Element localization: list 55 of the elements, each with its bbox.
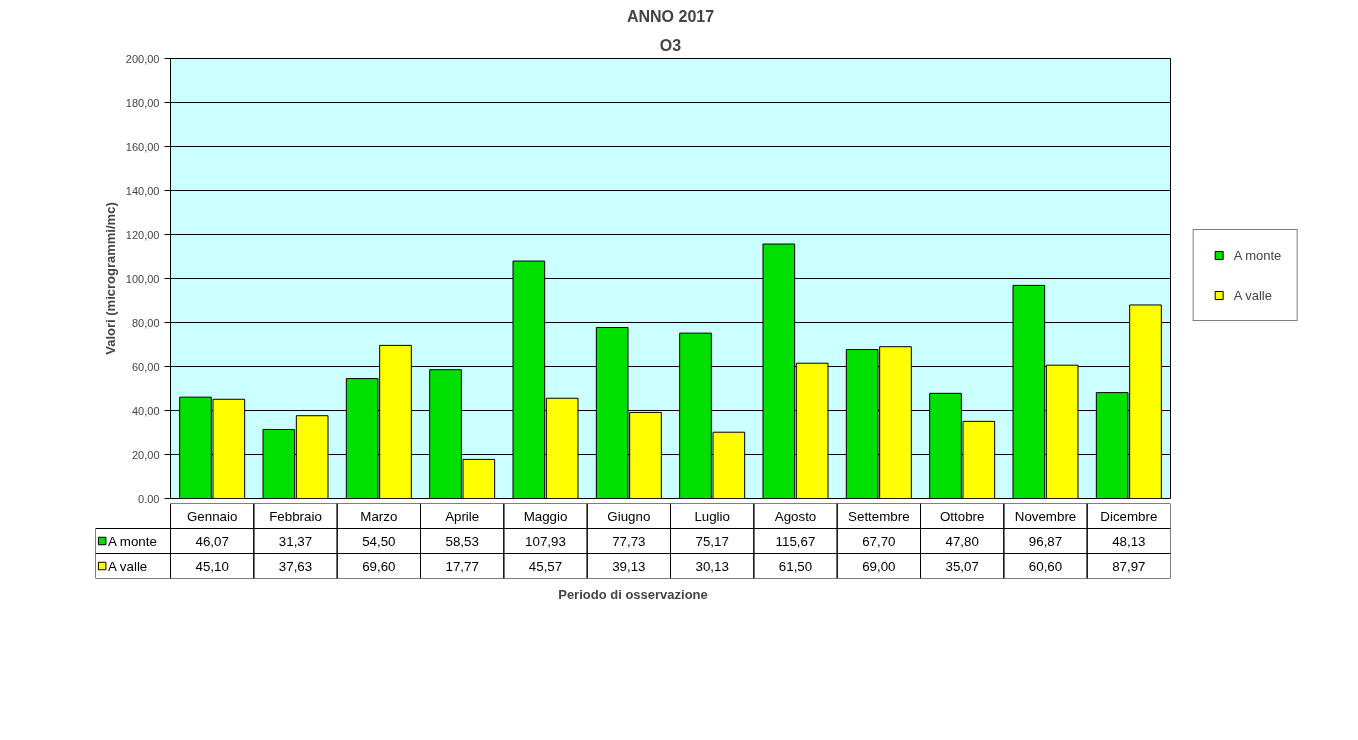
data-label: 96,87 xyxy=(1028,533,1063,549)
data-label: 61,50 xyxy=(778,558,813,574)
x-tick-label: Aprile xyxy=(445,508,480,524)
data-label: 46,07 xyxy=(195,533,229,549)
x-tick-label: Novembre xyxy=(1014,508,1077,524)
y-axis-title: Valori (microgrammi/mc) xyxy=(102,202,118,355)
y-tick-label: 80,00 xyxy=(131,316,160,329)
x-tick-label: Maggio xyxy=(523,508,568,524)
data-label: 77,73 xyxy=(612,533,646,549)
chart-subtitle: O3 xyxy=(659,36,682,54)
x-tick-label: Marzo xyxy=(360,508,398,524)
y-tick-label: 40,00 xyxy=(131,404,160,417)
x-axis-title: Periodo di osservazione xyxy=(558,586,708,602)
legend-label: A valle xyxy=(1233,287,1272,303)
data-label: 17,77 xyxy=(445,558,479,574)
text: A monte xyxy=(1233,247,1282,263)
y-tick-label: 60,00 xyxy=(131,360,160,373)
y-tick-label: 180,00 xyxy=(125,96,160,109)
x-tick-label: Febbraio xyxy=(269,508,322,524)
data-label: 30,13 xyxy=(695,558,729,574)
data-label: 75,17 xyxy=(695,533,729,549)
x-tick-label: Luglio xyxy=(694,508,730,524)
data-label: 54,50 xyxy=(362,533,396,549)
data-label: 67,70 xyxy=(862,533,896,549)
data-label: 60,60 xyxy=(1028,558,1063,574)
y-tick-label: 0,00 xyxy=(138,492,160,505)
y-tick-label: 120,00 xyxy=(125,228,160,241)
data-label: 45,10 xyxy=(195,558,229,574)
x-tick-label: Ottobre xyxy=(939,508,985,524)
y-tick-label: 100,00 xyxy=(125,272,160,285)
x-tick-label: Giugno xyxy=(607,508,651,524)
legend-label: A monte xyxy=(108,533,157,549)
data-label: 45,57 xyxy=(528,558,563,574)
data-label: 115,67 xyxy=(775,533,816,549)
data-label: 48,13 xyxy=(1112,533,1146,549)
data-label: 47,80 xyxy=(945,533,979,549)
data-label: 35,07 xyxy=(945,558,979,574)
data-label: 37,63 xyxy=(278,558,313,574)
data-label: 107,93 xyxy=(525,533,566,549)
data-label: 87,97 xyxy=(1112,558,1146,574)
data-label: 58,53 xyxy=(445,533,479,549)
data-label: 69,60 xyxy=(362,558,396,574)
y-tick-label: 160,00 xyxy=(125,140,160,153)
y-tick-label: 140,00 xyxy=(125,184,160,197)
data-label: 69,00 xyxy=(862,558,896,574)
x-tick-label: Agosto xyxy=(774,508,817,524)
text: A valle xyxy=(108,558,148,574)
y-tick-label: 200,00 xyxy=(125,52,160,65)
x-tick-label: Settembre xyxy=(848,508,910,524)
x-tick-label: Dicembre xyxy=(1100,508,1158,524)
data-label: 39,13 xyxy=(612,558,646,574)
x-tick-label: Gennaio xyxy=(186,508,238,524)
chart-title: ANNO 2017 xyxy=(626,7,715,25)
data-label: 31,37 xyxy=(278,533,313,549)
y-tick-label: 20,00 xyxy=(131,448,160,461)
